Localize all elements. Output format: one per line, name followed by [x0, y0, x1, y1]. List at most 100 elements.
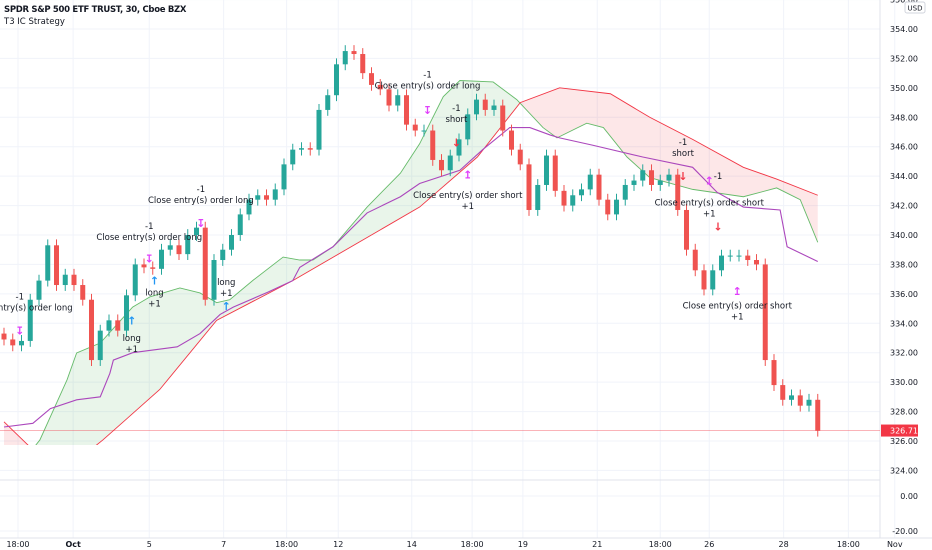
candle [299, 142, 304, 156]
price-tick-label: 332.00 [890, 349, 918, 358]
candle [710, 264, 716, 296]
band-fill [798, 187, 801, 200]
band-fill [10, 428, 13, 445]
band-fill [380, 191, 383, 230]
band-fill [71, 360, 74, 445]
band-fill [231, 296, 234, 313]
band-fill [574, 89, 578, 130]
candle-body [290, 149, 296, 165]
candle-body [614, 199, 619, 215]
candle-body [97, 330, 103, 361]
band-fill [568, 88, 571, 133]
time-tick-label: 18:00 [6, 540, 29, 549]
candle-body [587, 174, 593, 190]
candle-body [710, 270, 716, 290]
band-fill [666, 126, 669, 183]
candle-body [789, 395, 794, 400]
trade-signal-long: long+1↑ [217, 278, 235, 313]
band-fill [17, 434, 20, 445]
candle [456, 133, 462, 162]
candle-body [412, 124, 418, 131]
candle-body [342, 51, 348, 65]
band-fill [270, 264, 274, 293]
signal-label: Close entry(s) order short [683, 302, 793, 312]
price-tick-label: 348.00 [890, 113, 918, 122]
time-axis[interactable]: 18:00 Oct 5 7 18:00 12 14 18:00 19 21 18:00 26 28 18:… [6, 540, 902, 549]
candle [622, 179, 628, 206]
candle [500, 99, 506, 137]
band-fill [100, 340, 103, 443]
band-fill [104, 335, 107, 439]
band-fill [765, 175, 768, 191]
band-fill [308, 260, 311, 272]
band-fill [614, 96, 617, 144]
band-fill [189, 290, 193, 353]
candle-body [491, 105, 497, 110]
band-fill [537, 95, 540, 125]
band-fill [697, 142, 700, 191]
candle [141, 258, 147, 274]
price-tick-label: 356.00 [890, 0, 918, 5]
band-fill [583, 90, 586, 125]
band-fill [389, 182, 392, 225]
price-tick-label: 334.00 [890, 319, 918, 328]
signal-qty-label: -1 [423, 70, 431, 80]
band-fill [592, 91, 595, 126]
candle [736, 249, 742, 262]
band-fill [546, 91, 549, 132]
band-fill [570, 89, 573, 132]
band-fill [629, 105, 632, 162]
band-fill [690, 138, 694, 190]
candle [369, 67, 374, 91]
price-axis[interactable]: 356.00 354.00 352.00 350.00 348.00 346.00 344.… [890, 0, 918, 536]
signal-qty-label: -1 [714, 172, 722, 182]
candle-body [771, 360, 777, 386]
band-fill [183, 288, 186, 361]
band-fill [408, 157, 411, 214]
band-fill [625, 102, 628, 158]
band-fill [310, 260, 313, 271]
band-fill [137, 302, 140, 410]
band-fill [174, 288, 177, 372]
candle [246, 193, 252, 221]
band-fill [809, 191, 812, 227]
candle-body [517, 149, 523, 165]
band-fill [653, 119, 656, 180]
candle [657, 174, 663, 191]
candle-body [185, 234, 191, 255]
band-fill [227, 299, 230, 315]
strategy-name[interactable]: T3 IC Strategy [4, 17, 65, 27]
band-fill [119, 318, 123, 425]
candle-body [456, 139, 462, 156]
band-fill [706, 146, 709, 192]
band-fill [664, 124, 667, 183]
candle-body [395, 95, 401, 106]
candle-body [666, 174, 672, 181]
band-fill [756, 171, 759, 194]
candle-body [815, 399, 821, 431]
candle [19, 335, 24, 352]
band-fill [701, 144, 704, 192]
signal-label: short [445, 115, 468, 125]
band-fill [620, 100, 624, 153]
signal-qty-label: +1 [703, 210, 716, 220]
band-fill [371, 200, 374, 235]
candle-body [482, 99, 488, 110]
candle-body [622, 184, 628, 200]
band-fill [168, 290, 171, 380]
band-fill [273, 263, 276, 291]
candle [10, 333, 16, 352]
band-fill [364, 207, 368, 239]
band-fill [152, 295, 155, 396]
candle [106, 314, 112, 337]
short-arrow-icon: ↓ [452, 136, 461, 149]
candle-body [202, 227, 208, 300]
currency-box[interactable]: USD [904, 1, 926, 14]
band-fill [251, 280, 254, 303]
band-fill [340, 235, 344, 253]
band-fill [290, 258, 293, 282]
candle-body [62, 274, 68, 286]
symbol-title[interactable]: SPDR S&P 500 ETF TRUST, 30, Cboe BZX [4, 5, 187, 15]
